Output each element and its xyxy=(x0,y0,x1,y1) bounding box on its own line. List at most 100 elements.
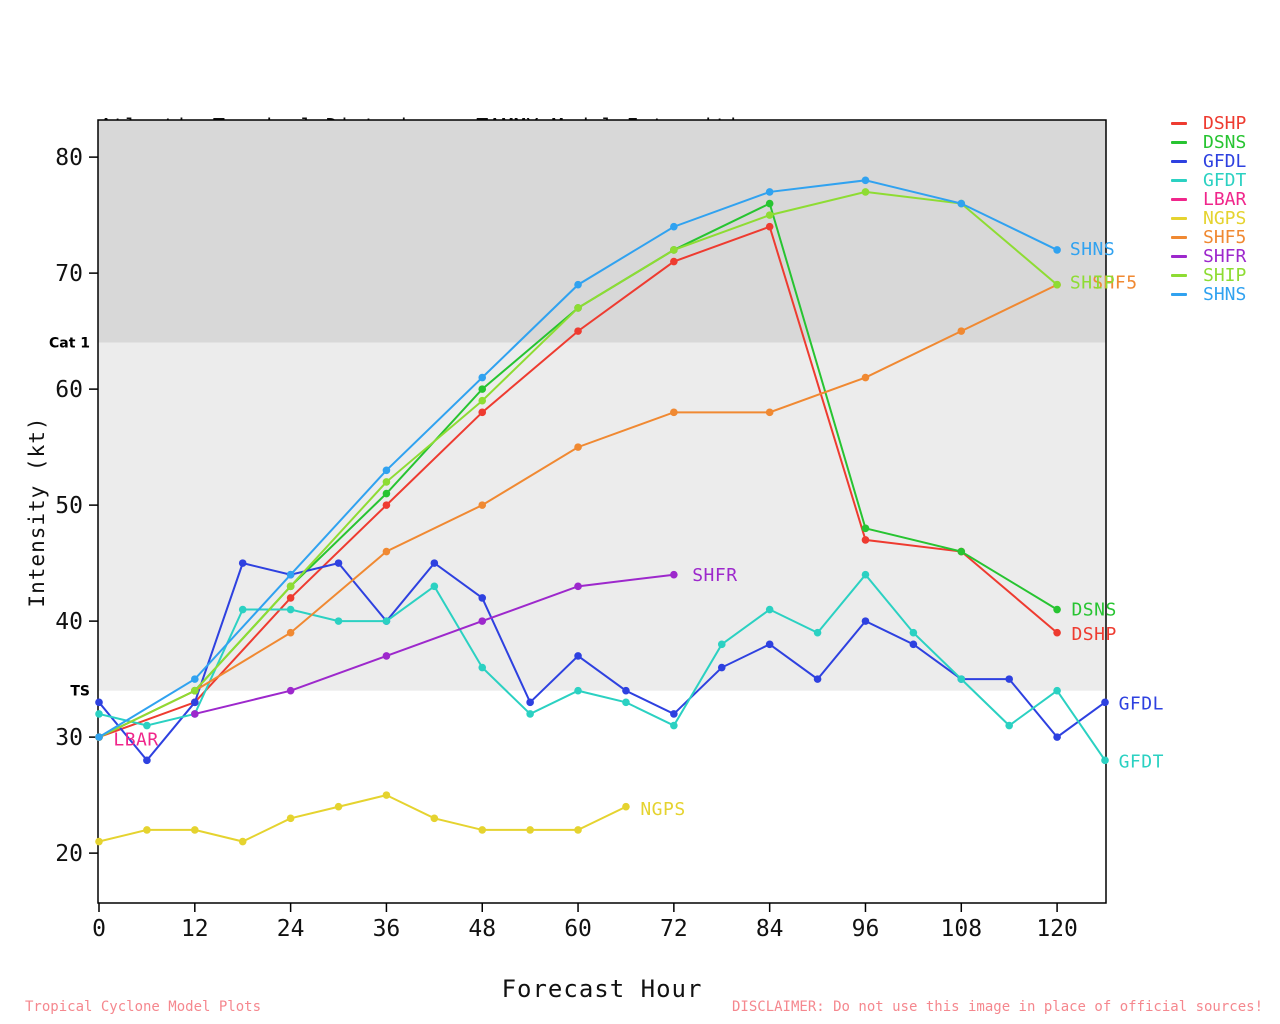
x-tick-label: 120 xyxy=(1036,916,1078,942)
series-point-gfdl xyxy=(478,594,487,602)
series-point-gfdl xyxy=(143,756,151,765)
series-point-shf5 xyxy=(765,408,774,417)
band-ts xyxy=(98,342,1106,691)
series-point-dshp xyxy=(574,327,582,335)
legend-label: DSHP xyxy=(1203,113,1247,134)
legend: DSHP DSNS GFDL GFDT LBAR NGPS SHF5 SHFR SHIP SHNS xyxy=(1171,114,1246,304)
x-tick-label: 24 xyxy=(277,916,305,942)
legend-item-shfr: SHFR xyxy=(1171,247,1246,266)
x-axis-label: Forecast Hour xyxy=(502,975,703,1003)
y-axis-label: Intensity (kt) xyxy=(25,416,49,607)
series-annotation-gfdl: GFDL xyxy=(1119,694,1164,715)
series-line-ngps xyxy=(98,794,627,843)
series-point-ngps xyxy=(382,791,391,799)
series-point-shfr xyxy=(191,710,199,718)
legend-label: GFDL xyxy=(1203,151,1247,172)
series-point-dshp xyxy=(382,501,391,509)
legend-item-gfdt: GFDT xyxy=(1171,171,1246,190)
series-point-gfdl xyxy=(765,640,774,649)
series-point-gfdt xyxy=(95,710,103,718)
series-point-gfdl xyxy=(191,698,199,707)
legend-item-ngps: NGPS xyxy=(1171,209,1246,228)
series-point-ngps xyxy=(478,826,487,834)
series-point-dsns xyxy=(765,199,774,208)
y-tick-label: 40 xyxy=(55,609,83,635)
legend-dash-icon xyxy=(1171,274,1187,277)
series-point-shf5 xyxy=(478,501,487,509)
legend-dash-icon xyxy=(1171,236,1187,239)
series-point-gfdt xyxy=(382,617,391,625)
series-point-gfdt xyxy=(957,675,966,683)
series-point-shns xyxy=(957,199,966,208)
series-point-dshp xyxy=(478,408,487,417)
series-point-gfdt xyxy=(238,605,247,614)
legend-label: LBAR xyxy=(1203,189,1247,210)
series-point-gfdl xyxy=(670,710,678,718)
series-point-gfdl xyxy=(909,640,918,649)
legend-dash-icon xyxy=(1171,141,1187,144)
series-point-shns xyxy=(861,176,870,185)
series-annotation-lbar: LBAR xyxy=(113,730,158,751)
series-point-ship xyxy=(574,304,582,312)
legend-label: NGPS xyxy=(1203,208,1247,229)
series-point-dsns xyxy=(478,385,487,393)
x-tick-label: 36 xyxy=(373,916,401,942)
legend-dash-icon xyxy=(1171,198,1187,201)
series-point-gfdl xyxy=(861,617,870,625)
legend-item-dsns: DSNS xyxy=(1171,133,1246,152)
series-point-ngps xyxy=(143,826,151,834)
series-point-dshp xyxy=(765,222,774,231)
y-tick-label: 80 xyxy=(55,145,83,171)
series-point-gfdt xyxy=(143,721,151,730)
series-point-shf5 xyxy=(574,443,582,451)
series-point-dsns xyxy=(382,489,391,498)
legend-label: SHIP xyxy=(1203,265,1247,286)
legend-item-gfdl: GFDL xyxy=(1171,152,1246,171)
series-point-gfdl xyxy=(526,698,534,707)
legend-label: GFDT xyxy=(1203,170,1247,191)
series-point-shns xyxy=(286,570,295,579)
series-line-shfr xyxy=(194,573,674,715)
series-point-shf5 xyxy=(861,373,870,382)
series-point-gfdl xyxy=(622,686,630,695)
legend-label: DSNS xyxy=(1203,132,1247,153)
series-annotation-ship: SHIP xyxy=(1070,273,1115,294)
series-point-ship xyxy=(191,686,199,695)
series-point-gfdt xyxy=(334,617,343,625)
series-point-gfdl xyxy=(238,559,247,567)
series-point-shfr xyxy=(286,686,295,695)
series-point-gfdl xyxy=(717,663,726,672)
x-tick-label: 72 xyxy=(660,916,688,942)
series-point-gfdl xyxy=(1005,675,1013,683)
series-point-shf5 xyxy=(286,628,295,637)
series-point-ngps xyxy=(238,837,247,846)
legend-dash-icon xyxy=(1171,255,1187,258)
series-point-gfdl xyxy=(1053,733,1061,741)
series-annotation-shf5: SHF5 xyxy=(1092,273,1137,294)
y-tick-label: 20 xyxy=(55,841,83,867)
series-point-ship xyxy=(765,211,774,219)
x-tick-label: 60 xyxy=(564,916,592,942)
plot-frame xyxy=(97,119,1107,904)
x-tick-label: 84 xyxy=(756,916,784,942)
y-tick-label: 70 xyxy=(55,261,83,287)
series-point-gfdt xyxy=(526,710,534,718)
legend-item-dshp: DSHP xyxy=(1171,114,1246,133)
y-tick-label: 30 xyxy=(55,725,83,751)
chart-plot-area: Cat 1 TS 20 30 40 50 60 70 80 0 12 24 36 48 60 72 84 96 10… xyxy=(49,119,1164,942)
series-point-ngps xyxy=(334,802,343,811)
series-point-ship xyxy=(478,396,487,405)
series-point-shf5 xyxy=(382,547,391,556)
legend-dash-icon xyxy=(1171,179,1187,182)
series-point-shns xyxy=(478,373,487,382)
series-point-ngps xyxy=(286,814,295,823)
series-point-shf5 xyxy=(957,327,966,335)
series-point-ngps xyxy=(526,826,534,834)
series-point-gfdl xyxy=(1101,698,1109,707)
series-point-gfdt xyxy=(1101,756,1109,765)
series-point-gfdt xyxy=(861,570,870,579)
series-point-shfr xyxy=(478,617,487,625)
legend-dash-icon xyxy=(1171,160,1187,163)
series-point-shf5 xyxy=(670,408,678,417)
